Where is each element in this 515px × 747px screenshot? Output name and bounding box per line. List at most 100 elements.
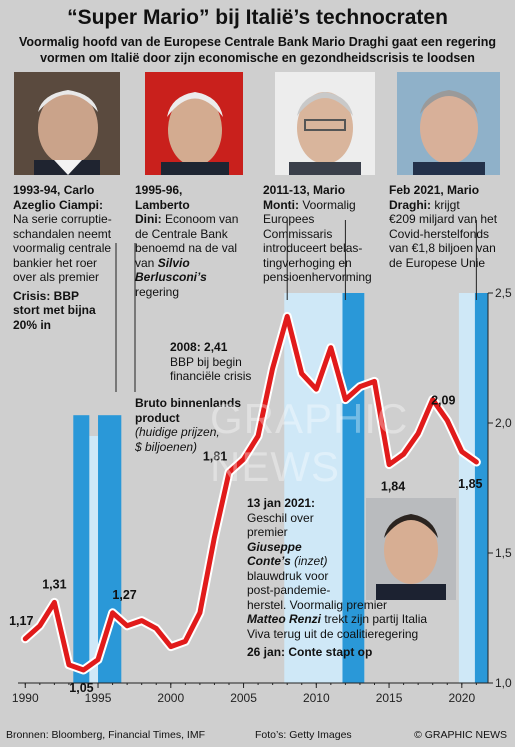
dini-van: van (135, 255, 158, 270)
photo-draghi (397, 72, 500, 175)
conte-annotation: 13 jan 2021: Geschil over premier Giusep… (247, 496, 427, 660)
gdp-point (445, 418, 449, 422)
dini-rest: Econoom van (161, 212, 239, 226)
x-tick-label: 2000 (157, 691, 184, 705)
gdp-point (343, 398, 347, 402)
y-tick-label: 1,5 (495, 546, 512, 560)
renzi-rest: trekt zijn partij Italia (321, 612, 428, 626)
x-tick-label: 1995 (85, 691, 112, 705)
ciampi-line: bankier het roer (13, 255, 98, 270)
gdp-unit-line: (huidige prijzen, (135, 425, 220, 439)
conte-inzet: (inzet) (290, 554, 328, 568)
gdp-point (387, 463, 391, 467)
gdp-point (140, 619, 144, 623)
gdp-point (227, 470, 231, 474)
dini-text: 1995-96, Lamberto Dini: Econoom van de C… (135, 183, 238, 299)
axes: 1990 1995 2000 2005 2010 2015 2020 1,0 1,5 2,0 2,5… (9, 286, 512, 705)
gdp-point (96, 658, 100, 662)
gdp-point (38, 624, 42, 628)
gdp-line (22, 313, 479, 673)
dini-name: Dini: (135, 212, 162, 226)
x-tick-label: 2015 (376, 691, 403, 705)
gdp-point (416, 431, 420, 435)
gdp-point (285, 314, 289, 318)
draghi-name: Draghi: (389, 197, 431, 212)
photo-monti (275, 72, 375, 175)
ciampi-line: voormalig centrale (13, 241, 112, 255)
watermark: GRAPHIC NEWS (210, 395, 409, 490)
monti-line: introduceert belas- (263, 241, 363, 255)
monti-line: pensioenhervorming (263, 270, 372, 284)
data-label: 1,81 (203, 449, 227, 463)
monti-name: Monti: (263, 197, 299, 212)
ciampi-name: Azeglio Ciampi: (13, 197, 104, 212)
gdp-point (241, 457, 246, 461)
gdp-point (256, 434, 260, 438)
footer-photos: Foto’s: Getty Images (255, 729, 352, 741)
conte-date: 13 jan 2021: (247, 496, 316, 510)
crisis-2008-annotation: 2008: 2,41 BBP bij begin financiële cris… (170, 340, 251, 384)
conte-name-line: Conte’s (inzet) (247, 554, 427, 569)
crisis-line: stort met bijna (13, 303, 96, 317)
conte-resigns: 26 jan: Conte stapt op (247, 645, 373, 659)
crisis-line: 20% in (13, 317, 52, 332)
crisis-2008-value: 2008: 2,41 (170, 340, 228, 354)
shaded-period-3 (474, 293, 488, 683)
dini-first-name: Lamberto (135, 197, 190, 212)
dini-van-line: van Silvio (135, 256, 238, 271)
data-label: 2,09 (431, 393, 455, 407)
gdp-point (212, 535, 217, 540)
conte-first-name: Giuseppe (247, 539, 302, 554)
data-label: 1,31 (42, 577, 66, 591)
gdp-point (125, 624, 129, 628)
data-label: 1,85 (458, 477, 482, 491)
gdp-point (431, 398, 435, 402)
dini-regering: regering (135, 284, 180, 299)
gdp-point (300, 372, 304, 376)
dini-line: benoemd na de val (135, 241, 238, 255)
gdp-point (23, 637, 27, 641)
monti-intro: Monti: Voormalig (263, 198, 372, 213)
dini-intro: Dini: Econoom van (135, 212, 238, 227)
renzi-name: Matteo Renzi (247, 612, 322, 626)
footer-credit: © GRAPHIC NEWS (414, 729, 507, 741)
light-band-1994 (89, 436, 99, 683)
gdp-point (110, 611, 115, 615)
data-label: 1,84 (381, 480, 405, 494)
crisis-line: Crisis: BBP (13, 288, 80, 303)
photo-conte-inset (366, 498, 456, 600)
gdp-point (402, 452, 406, 456)
gdp-point (154, 626, 158, 631)
conte-line: herstel. Voormalig premier (247, 597, 388, 612)
x-tick-label: 1990 (12, 691, 39, 705)
gdp-points (23, 314, 478, 672)
gdp-point (183, 639, 187, 644)
monti-text: 2011-13, Mario Monti: Voormalig Europees… (263, 183, 372, 285)
page-subtitle: Voormalig hoofd van de Europese Centrale… (19, 35, 496, 65)
ciampi-line: Na serie corruptie- (13, 212, 112, 226)
draghi-line: van €1,8 biljoen van (389, 241, 496, 255)
ciampi-line: schandalen neemt (13, 226, 112, 241)
data-label: 1,27 (112, 588, 136, 602)
berlusconi-last: Berlusconi’s (135, 270, 207, 284)
photo-ciampi (14, 72, 120, 175)
gdp-point (67, 663, 71, 667)
data-label: 1,05 (69, 681, 93, 695)
dini-line: de Centrale Bank (135, 226, 228, 241)
renzi-line-2: Viva terug uit de coalitieregering (247, 626, 419, 641)
gdp-point (372, 379, 377, 383)
monti-line: tingverhoging en (263, 255, 352, 270)
gdp-point (314, 387, 318, 391)
monti-rest: Voormalig (298, 197, 356, 212)
ciampi-period: 1993-94, Carlo (13, 183, 95, 197)
gdp-point (474, 460, 478, 464)
shaded-period-0 (73, 415, 90, 683)
gdp-point (460, 450, 464, 454)
dini-period: 1995-96, (135, 183, 183, 197)
conte-line: Geschil over (247, 510, 314, 525)
gdp-line-layer (20, 311, 481, 675)
gdp-unit-line: $ biljoenen) (135, 439, 198, 454)
ciampi-line: over als premier (13, 270, 100, 284)
page-title: “Super Mario” bij Italië’s technocraten (67, 6, 448, 29)
